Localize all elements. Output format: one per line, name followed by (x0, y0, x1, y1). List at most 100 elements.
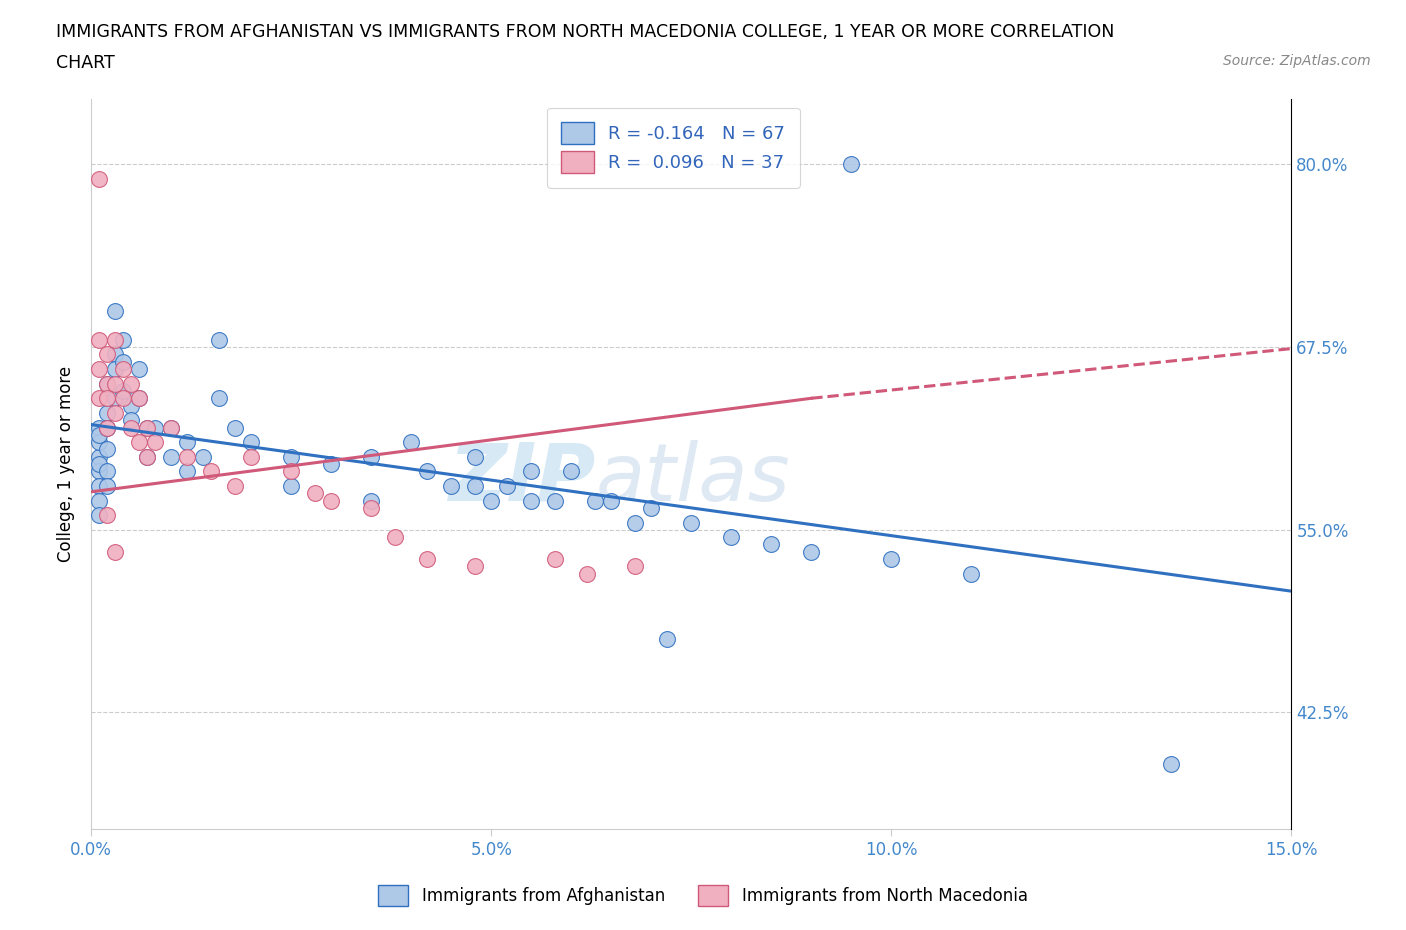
Point (544, 551, 567, 566)
Point (399, 434, 422, 449)
Point (112, 383, 135, 398)
Point (89, 332, 111, 347)
Point (240, 449, 263, 464)
Point (416, 464, 439, 479)
Point (624, 515, 647, 530)
Point (112, 332, 135, 347)
Point (224, 420, 246, 435)
Point (160, 420, 183, 435)
Point (720, 530, 742, 545)
Point (520, 464, 543, 479)
Point (89, 391, 111, 405)
Point (96, 377, 118, 392)
Point (89, 479, 111, 494)
Point (136, 420, 159, 435)
Point (89, 428, 111, 443)
Point (464, 449, 486, 464)
Point (880, 551, 903, 566)
Point (136, 449, 159, 464)
Legend: R = -0.164   N = 67, R =  0.096   N = 37: R = -0.164 N = 67, R = 0.096 N = 37 (547, 108, 800, 188)
Point (104, 347, 127, 362)
Text: ZIP: ZIP (449, 440, 595, 518)
Point (657, 632, 679, 647)
Point (321, 457, 343, 472)
Point (304, 485, 326, 500)
Point (104, 377, 127, 392)
Point (128, 391, 150, 405)
Text: atlas: atlas (595, 440, 790, 518)
Point (89, 420, 111, 435)
Point (520, 493, 543, 508)
Point (360, 500, 382, 515)
Point (384, 530, 406, 545)
Point (128, 362, 150, 377)
Point (176, 434, 198, 449)
Point (120, 420, 142, 435)
Point (96, 420, 118, 435)
Point (208, 391, 231, 405)
Point (128, 391, 150, 405)
Point (96, 464, 118, 479)
Point (104, 362, 127, 377)
Point (89, 508, 111, 523)
Point (560, 464, 582, 479)
Point (89, 457, 111, 472)
Point (464, 479, 486, 494)
Point (240, 434, 263, 449)
Point (112, 362, 135, 377)
Point (544, 493, 567, 508)
Point (176, 464, 198, 479)
Point (89, 493, 111, 508)
Point (143, 420, 166, 435)
Point (112, 391, 135, 405)
Point (120, 413, 142, 428)
Point (96, 420, 118, 435)
Point (464, 559, 486, 574)
Point (496, 479, 519, 494)
Text: Source: ZipAtlas.com: Source: ZipAtlas.com (1223, 54, 1371, 68)
Point (89, 362, 111, 377)
Point (416, 551, 439, 566)
Point (576, 566, 599, 581)
Point (583, 493, 606, 508)
Point (600, 493, 623, 508)
Point (143, 434, 166, 449)
Point (360, 493, 382, 508)
Point (208, 332, 231, 347)
Point (96, 347, 118, 362)
Point (89, 449, 111, 464)
Point (104, 405, 127, 420)
Point (960, 566, 983, 581)
Point (280, 479, 302, 494)
Point (193, 449, 215, 464)
Point (176, 449, 198, 464)
Point (800, 544, 823, 559)
Point (681, 515, 703, 530)
Point (112, 354, 135, 369)
Point (89, 172, 111, 187)
Text: IMMIGRANTS FROM AFGHANISTAN VS IMMIGRANTS FROM NORTH MACEDONIA COLLEGE, 1 YEAR O: IMMIGRANTS FROM AFGHANISTAN VS IMMIGRANT… (56, 23, 1115, 41)
Point (160, 420, 183, 435)
Point (104, 544, 127, 559)
Point (640, 500, 662, 515)
Point (200, 464, 222, 479)
Point (136, 420, 159, 435)
Point (280, 449, 302, 464)
Point (104, 391, 127, 405)
Point (120, 377, 142, 392)
Point (841, 157, 863, 172)
Point (479, 493, 502, 508)
Y-axis label: College, 1 year or more: College, 1 year or more (58, 366, 75, 562)
Point (321, 493, 343, 508)
Point (96, 391, 118, 405)
Point (160, 449, 183, 464)
Point (89, 434, 111, 449)
Point (624, 559, 647, 574)
Point (360, 449, 382, 464)
Point (280, 464, 302, 479)
Text: CHART: CHART (56, 54, 115, 72)
Point (128, 434, 150, 449)
Point (104, 332, 127, 347)
Point (96, 479, 118, 494)
Point (136, 449, 159, 464)
